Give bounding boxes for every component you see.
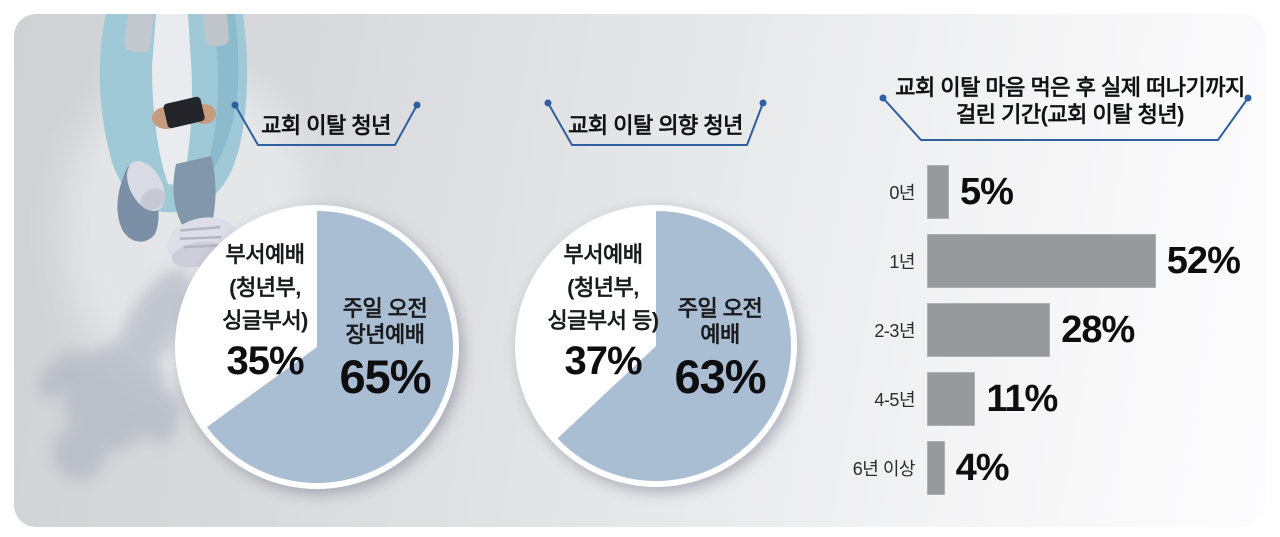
bar-category-label: 4-5년	[874, 390, 915, 410]
callout-bracket-3	[879, 94, 1252, 141]
person-body	[99, 14, 248, 268]
bar-chart-title-line2: 걸린 기간(교회 이탈 청년)	[956, 102, 1184, 127]
bar-row: 0년 5%	[845, 165, 1265, 219]
bar-category-label: 6년 이상	[852, 459, 916, 479]
pie2-title: 교회 이탈 의향 청년	[568, 113, 743, 138]
pie2-slice-main	[557, 211, 792, 481]
bar-rect	[927, 234, 1156, 288]
bar-chart-title: 교회 이탈 마음 먹은 후 실제 떠나기까지 걸린 기간(교회 이탈 청년)	[890, 74, 1250, 128]
pie2-secondary-label: 부서예배 (청년부, 싱글부서 등) 37%	[528, 238, 678, 383]
person-shadow	[38, 268, 190, 480]
pie2-main-label: 주일 오전 예배 63%	[650, 296, 790, 402]
pie2-main-value: 63%	[674, 350, 766, 403]
backpack-strap-left	[124, 14, 154, 53]
phone	[163, 96, 205, 129]
bar-category-label: 1년	[889, 252, 915, 272]
pie1-slice-main	[206, 211, 453, 484]
bar-value-label: 11%	[986, 377, 1058, 420]
pie1-secondary-label: 부서예배 (청년부, 싱글부서) 35%	[195, 238, 335, 383]
pie-chart-2	[515, 205, 797, 487]
bar-rect	[927, 303, 1051, 357]
bar-rect	[927, 441, 945, 495]
person-photo-illustration	[38, 14, 313, 480]
bar-row: 6년 이상 4%	[845, 441, 1265, 495]
bar-category-label: 0년	[889, 183, 915, 203]
sneaker-back	[127, 161, 166, 211]
pie1-title: 교회 이탈 청년	[261, 113, 391, 138]
pie1-main-value: 65%	[339, 350, 431, 403]
bar-row: 4-5년 11%	[845, 372, 1265, 426]
callout-bracket-1	[231, 101, 421, 146]
pie1-main-label: 주일 오전 장년예배 65%	[315, 296, 455, 402]
bar-value-label: 4%	[955, 446, 1010, 489]
bar-row: 1년 52%	[845, 234, 1265, 288]
pie-chart-1	[175, 205, 459, 489]
jeans-front-leg	[173, 156, 216, 230]
bar-category-label: 2-3년	[874, 321, 915, 341]
backpack-strap-right	[202, 14, 230, 47]
bar-rect	[927, 372, 976, 426]
tee-shirt	[152, 14, 192, 186]
infographic-panel: 교회 이탈 청년 교회 이탈 의향 청년 교회 이탈 마음 먹은 후 실제 떠나…	[14, 14, 1266, 527]
bar-value-label: 5%	[960, 170, 1014, 213]
bar-chart-title-line1: 교회 이탈 마음 먹은 후 실제 떠나기까지	[895, 75, 1245, 100]
pie1-secondary-value: 35%	[226, 339, 304, 383]
pie2-secondary-value: 37%	[564, 339, 642, 383]
bar-value-label: 52%	[1166, 239, 1241, 282]
callout-bracket-2	[544, 99, 767, 146]
bar-value-label: 28%	[1061, 308, 1135, 351]
bar-rect	[927, 165, 949, 219]
bar-row: 2-3년 28%	[845, 303, 1265, 357]
bar-chart: 0년 5% 1년 52% 2-3년 28% 4-5년 11% 6년 이상 4%	[845, 165, 1265, 510]
jacket-shade	[202, 14, 239, 182]
